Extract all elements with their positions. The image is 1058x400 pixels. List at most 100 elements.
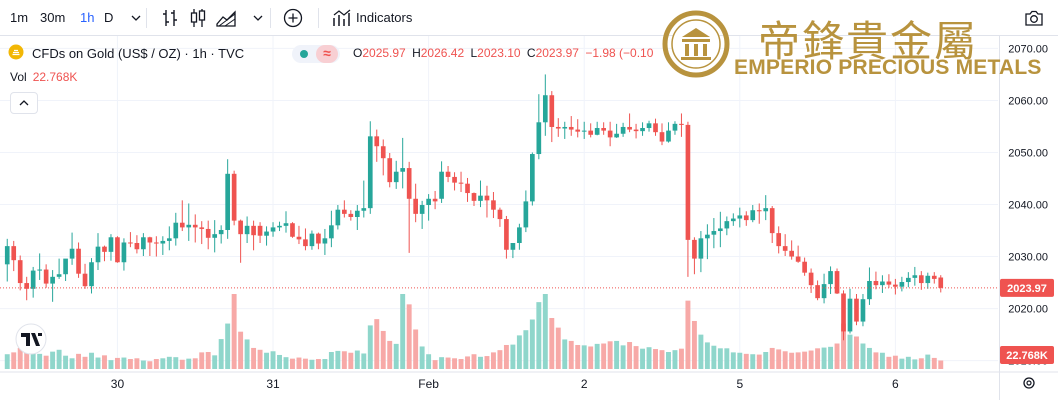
candle-body bbox=[458, 182, 464, 184]
volume-bar bbox=[341, 351, 347, 369]
price-tick-label: 2070.00 bbox=[1008, 43, 1048, 55]
candle-body bbox=[627, 126, 632, 130]
volume-bar bbox=[471, 354, 477, 369]
candle-body bbox=[789, 250, 794, 257]
volume-bar bbox=[620, 345, 626, 369]
volume-bar bbox=[82, 356, 88, 369]
indicators-icon[interactable] bbox=[330, 6, 354, 30]
volume-bar bbox=[432, 360, 438, 369]
candle-body bbox=[37, 269, 42, 271]
candle-body bbox=[342, 209, 347, 214]
chevron-down-icon[interactable] bbox=[124, 6, 141, 30]
candle-body bbox=[880, 281, 885, 286]
candle-body bbox=[614, 133, 619, 138]
candle-body bbox=[283, 223, 289, 226]
timeframe-30m[interactable]: 30m bbox=[40, 10, 66, 25]
volume-bar bbox=[452, 358, 458, 369]
volume-bar bbox=[302, 358, 308, 369]
candle-body bbox=[296, 236, 302, 240]
area-chart-icon[interactable] bbox=[214, 6, 238, 30]
volume-bar bbox=[264, 352, 270, 369]
candle-body bbox=[504, 219, 509, 250]
volume-bar bbox=[575, 344, 581, 369]
volume-bar bbox=[30, 352, 36, 369]
volume-bar bbox=[581, 345, 587, 369]
candle-body bbox=[225, 173, 230, 230]
indicators-button[interactable]: Indicators bbox=[356, 10, 413, 25]
candle-body bbox=[737, 215, 743, 219]
candle-body bbox=[776, 233, 782, 247]
candle-body bbox=[179, 222, 185, 228]
volume-bar bbox=[238, 331, 244, 369]
candle-body bbox=[374, 136, 380, 147]
volume-bar bbox=[536, 302, 542, 369]
volume-bar bbox=[179, 359, 185, 369]
chevron-down-icon[interactable] bbox=[246, 6, 263, 30]
candle-body bbox=[89, 262, 94, 287]
candle-body bbox=[659, 132, 665, 142]
volume-bar bbox=[199, 352, 205, 369]
candle-body bbox=[387, 158, 393, 183]
candle-body bbox=[95, 246, 101, 263]
timeframe-d[interactable]: D bbox=[104, 10, 114, 25]
price-chart[interactable]: 2070.00 2060.00 2050.00 2040.00 2030.00 2020.… bbox=[0, 36, 1058, 400]
volume-bar bbox=[782, 351, 788, 369]
gear-hub bbox=[1026, 380, 1032, 386]
volume-bar bbox=[393, 343, 399, 369]
volume-bar bbox=[173, 357, 179, 369]
volume-bar bbox=[866, 347, 872, 369]
candlesticks bbox=[4, 74, 944, 341]
candle-body bbox=[730, 218, 736, 222]
volume-bar bbox=[711, 345, 717, 369]
volume-bar bbox=[750, 354, 756, 369]
grid bbox=[0, 36, 998, 369]
time-tick-label: 2 bbox=[581, 377, 588, 391]
brand-logo: 帝鋒貴金屬 EMPERIO PRECIOUS METALS bbox=[662, 8, 1041, 80]
volume-bar bbox=[283, 357, 289, 369]
timeframe-1m[interactable]: 1m bbox=[10, 10, 29, 25]
brand-name-english: EMPERIO PRECIOUS METALS bbox=[734, 56, 1042, 79]
price-tick-label: 2040.00 bbox=[1008, 200, 1048, 212]
candle-body bbox=[607, 130, 613, 138]
volume-bar bbox=[153, 359, 159, 369]
gold-symbol-icon[interactable] bbox=[8, 44, 24, 60]
symbol-title[interactable]: CFDs on Gold (US$ / OZ) · 1h · TVC bbox=[32, 46, 245, 61]
volume-bar bbox=[789, 352, 795, 369]
candle-body bbox=[899, 282, 905, 287]
candle-body bbox=[367, 136, 373, 209]
volume-bar bbox=[769, 347, 775, 369]
volume-bar bbox=[69, 358, 75, 369]
volume-bar bbox=[244, 339, 250, 369]
timeframe-1h[interactable]: 1h bbox=[80, 10, 95, 25]
time-tick-label: 5 bbox=[736, 377, 743, 391]
market-status-pill[interactable]: ≈ bbox=[292, 45, 340, 63]
axes: 2070.00 2060.00 2050.00 2040.00 2030.00 2020.… bbox=[0, 36, 1058, 400]
volume-bar bbox=[672, 350, 678, 369]
volume-bar bbox=[465, 356, 470, 369]
volume-bar bbox=[4, 354, 10, 369]
camera-icon[interactable] bbox=[1022, 6, 1046, 30]
bars-chart-icon[interactable] bbox=[158, 6, 182, 30]
chevron-up-icon bbox=[19, 100, 29, 106]
compare-plus-icon[interactable] bbox=[281, 6, 305, 30]
candle-body bbox=[290, 223, 295, 237]
candle-body bbox=[56, 274, 62, 277]
candles-chart-icon[interactable] bbox=[186, 6, 210, 30]
volume-bar bbox=[763, 352, 769, 369]
close-value: 2023.97 bbox=[535, 46, 579, 60]
volume-bar bbox=[847, 334, 853, 369]
change-value: −1.98 (−0.10 bbox=[585, 46, 654, 60]
time-tick-label: 6 bbox=[892, 377, 899, 391]
price-tick-label: 2060.00 bbox=[1008, 95, 1048, 107]
volume-bar bbox=[756, 354, 762, 369]
candle-body bbox=[854, 298, 859, 322]
volume-bar bbox=[63, 355, 69, 369]
collapse-legend-button[interactable] bbox=[10, 92, 38, 114]
volume-bar bbox=[503, 344, 509, 369]
volume-bar bbox=[607, 341, 613, 369]
candle-body bbox=[918, 275, 924, 284]
volume-bar bbox=[886, 356, 892, 369]
candle-body bbox=[782, 246, 788, 251]
candle-body bbox=[497, 209, 503, 220]
last-volume-badge bbox=[1000, 346, 1054, 364]
